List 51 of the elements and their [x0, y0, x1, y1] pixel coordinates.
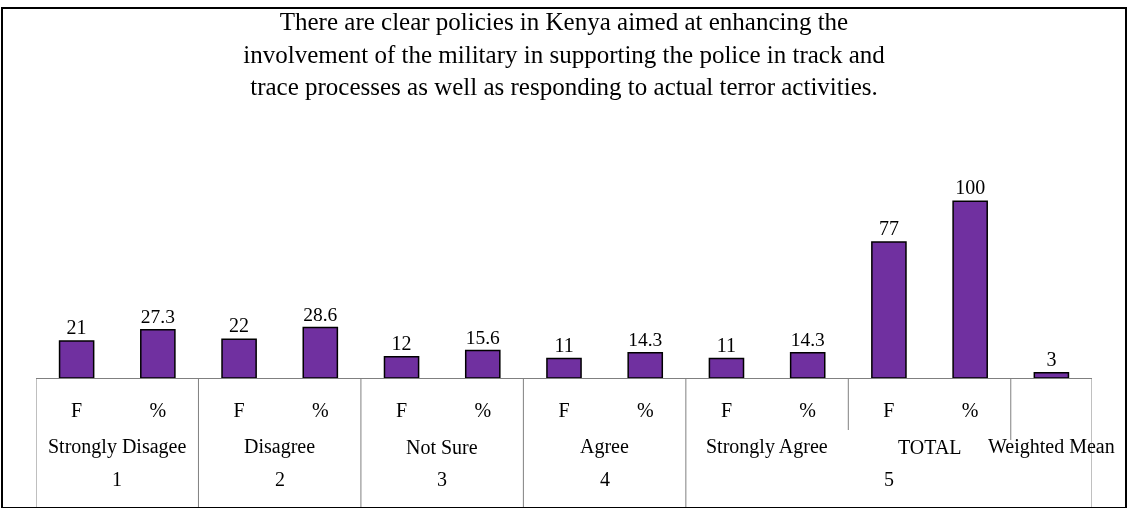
x-tick-label: % [636, 399, 654, 421]
data-label: 3 [1046, 347, 1057, 370]
bar [546, 357, 582, 378]
text: Not Sure [406, 436, 478, 458]
x-tick-label: F [395, 399, 408, 421]
x-tick-label: % [149, 399, 167, 421]
bar [871, 241, 907, 378]
bar [302, 326, 339, 378]
x-tick-label: % [311, 399, 329, 421]
data-label: 28.6 [303, 303, 338, 325]
data-label: 100 [955, 176, 986, 199]
text: Weighted Mean [988, 435, 1115, 458]
data-label: 77 [878, 216, 899, 239]
data-label: 21 [66, 315, 87, 338]
data-label: 14.3 [628, 328, 663, 350]
text: TOTAL [898, 436, 962, 458]
x-tick-label: F [720, 399, 733, 421]
chart-title: There are clear policies in Kenya aimed at enhancing the involvement of the military in supporting the police in track and trace processes as well as responding to actual terror activities. [243, 8, 886, 100]
bar [627, 351, 664, 378]
bar [221, 338, 257, 378]
text: Strongly Agree [706, 435, 828, 458]
text: 2 [275, 468, 285, 490]
data-label: 11 [554, 333, 574, 356]
bar [58, 340, 95, 378]
data-label: 22 [229, 314, 250, 337]
bar [464, 349, 501, 378]
text: 1 [112, 468, 122, 490]
data-label: 12 [391, 331, 412, 354]
data-label: 11 [716, 333, 737, 356]
text: 3 [437, 468, 447, 490]
data-label: 15.6 [465, 326, 501, 348]
text: 5 [884, 468, 894, 490]
text: Strongly Disagee [48, 435, 187, 458]
x-tick-label: % [474, 399, 492, 421]
x-tick-label: % [961, 399, 979, 421]
text: 4 [600, 468, 610, 490]
data-label: 27.3 [140, 305, 175, 327]
bar [952, 200, 988, 378]
x-tick-label: F [71, 399, 83, 421]
bar [1033, 371, 1070, 378]
x-tick-label: F [558, 399, 570, 421]
text: Agree [580, 435, 629, 458]
x-tick-label: F [883, 399, 895, 421]
data-label: 14.3 [790, 328, 825, 350]
text: Disagree [244, 435, 316, 458]
x-tick-label: F [233, 399, 245, 421]
bar [140, 329, 176, 378]
bar [383, 356, 420, 378]
x-tick-label: % [799, 399, 817, 421]
bar [789, 351, 826, 378]
bar [708, 357, 745, 378]
